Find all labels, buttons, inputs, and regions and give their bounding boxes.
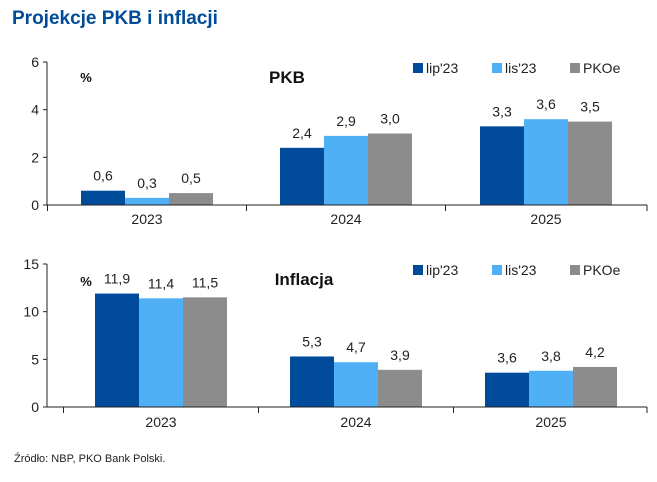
y-tick-label: 10 [23,304,39,320]
bar [378,369,422,407]
data-label: 4,2 [585,344,605,360]
data-label: 3,8 [541,348,561,364]
legend-label: PKOe [583,60,621,76]
data-label: 2,9 [336,113,356,129]
legend-swatch [492,63,502,73]
bar [485,372,529,407]
x-tick-label: 2025 [530,211,561,227]
data-label: 0,6 [93,168,113,184]
y-tick-label: 15 [23,256,39,272]
data-label: 3,3 [492,103,512,119]
legend-swatch [413,63,423,73]
bar [480,126,524,205]
legend-label: lip'23 [426,262,458,278]
x-tick-label: 2023 [131,211,162,227]
unit-label: % [80,70,92,85]
legend-label: PKOe [583,262,621,278]
legend-swatch [413,265,423,275]
bar [95,293,139,407]
data-label: 3,9 [390,347,410,363]
legend-swatch [492,265,502,275]
data-label: 0,5 [181,170,201,186]
x-tick-label: 2024 [340,414,371,430]
legend-label: lip'23 [426,60,458,76]
bar [568,121,612,205]
source-note: Źródło: NBP, PKO Bank Polski. [14,453,166,465]
chart-title: Inflacja [275,270,334,289]
y-tick-label: 0 [31,399,39,415]
data-label: 11,5 [192,274,218,290]
data-label: 3,6 [497,350,517,366]
data-label: 2,4 [292,125,312,141]
bar [169,193,213,205]
data-label: 11,4 [148,275,174,291]
chart-title: PKB [269,68,305,87]
data-label: 3,0 [380,111,400,127]
data-label: 5,3 [302,333,322,349]
y-tick-label: 0 [31,197,39,213]
bar [125,197,169,205]
bar [280,147,324,205]
legend-swatch [570,265,580,275]
unit-label: % [80,274,92,289]
bar [290,356,334,407]
bar [81,190,125,205]
bar [183,297,227,407]
x-tick-label: 2025 [535,414,566,430]
bar [368,133,412,205]
bar [334,362,378,407]
bar [524,119,568,205]
x-tick-label: 2023 [145,414,176,430]
bar [324,135,368,205]
legend-label: lis'23 [505,60,537,76]
page-title: Projekcje PKB i inflacji [12,8,218,29]
y-tick-label: 6 [31,54,39,70]
bar [139,298,183,407]
y-tick-label: 5 [31,351,39,367]
data-label: 11,9 [104,271,130,287]
data-label: 4,7 [346,339,366,355]
data-label: 0,3 [137,175,157,191]
y-tick-label: 4 [31,102,39,118]
data-label: 3,5 [580,99,600,115]
legend-label: lis'23 [505,262,537,278]
legend-swatch [570,63,580,73]
bar [573,366,617,407]
x-tick-label: 2024 [330,211,361,227]
data-label: 3,6 [536,96,556,112]
bar [529,370,573,407]
y-tick-label: 2 [31,149,39,165]
